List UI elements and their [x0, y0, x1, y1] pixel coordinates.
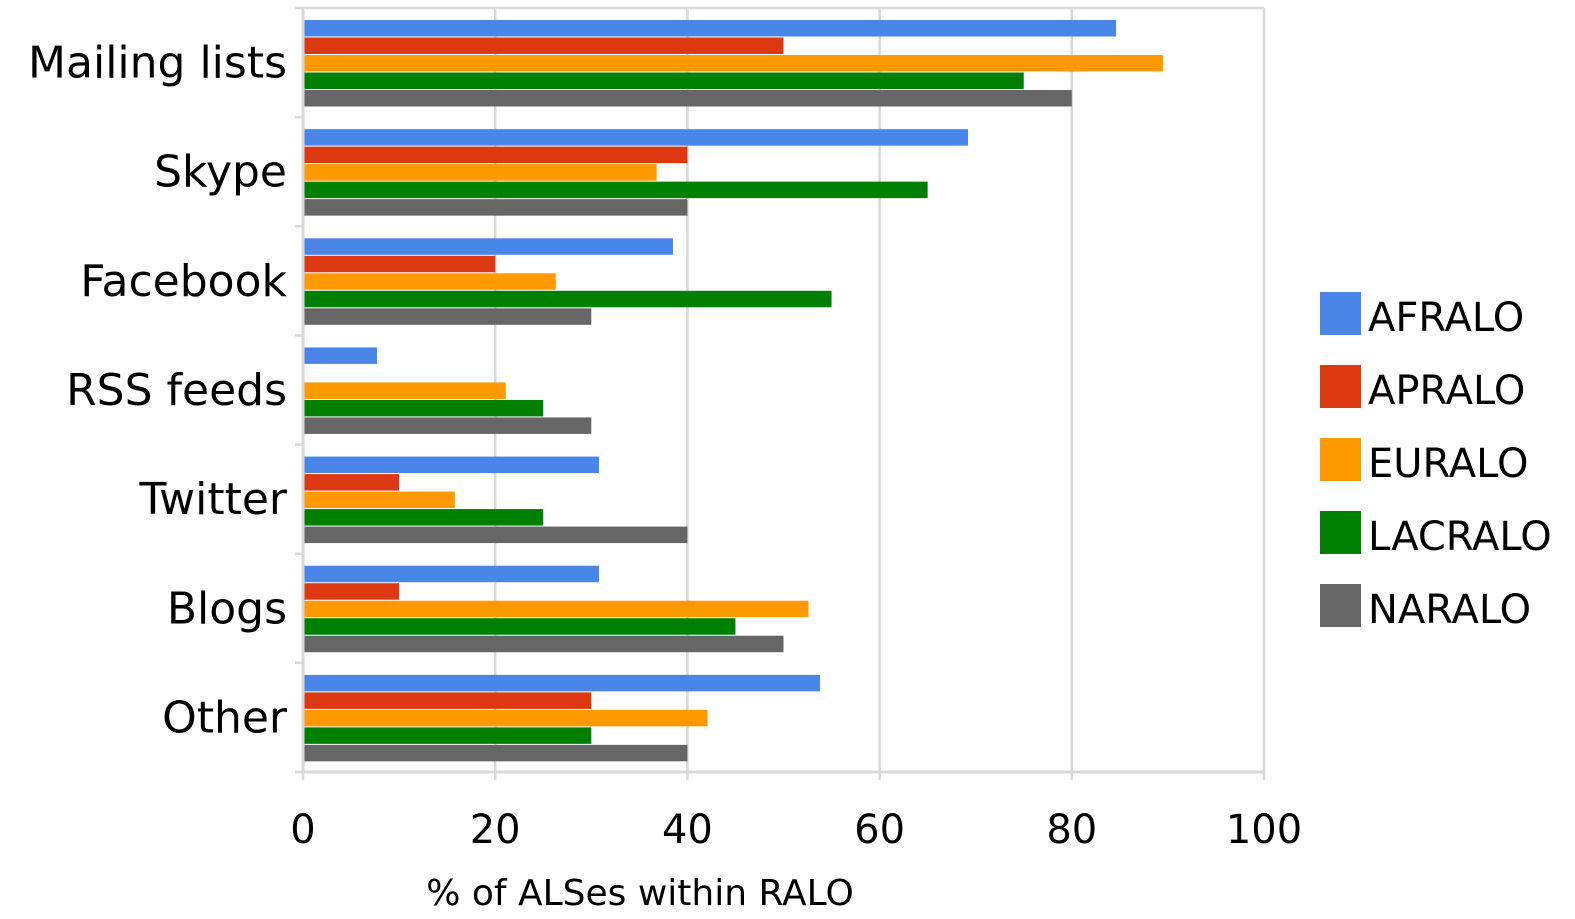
bar-apralo [303, 692, 592, 709]
legend-label-afralo: AFRALO [1368, 295, 1524, 341]
bar-afralo [303, 456, 599, 474]
legend-swatch-euralo [1320, 438, 1361, 481]
bar-lacralo [303, 727, 592, 744]
legend-swatch-lacralo [1320, 511, 1361, 554]
bar-lacralo [303, 72, 1024, 89]
bar-naralo [303, 90, 1072, 107]
bars [303, 20, 1164, 762]
category-label: Mailing lists [28, 38, 287, 89]
bar-afralo [303, 238, 673, 255]
bar-lacralo [303, 290, 832, 308]
bar-apralo [303, 37, 784, 54]
legend-label-lacralo: LACRALO [1368, 514, 1552, 560]
legend: AFRALO APRALO EURALO LACRALO NARALO [1320, 292, 1552, 633]
bar-afralo [303, 674, 821, 692]
bar-lacralo [303, 399, 544, 417]
bar-naralo [303, 635, 784, 653]
bar-lacralo [303, 181, 928, 199]
x-tick-label: 80 [1046, 807, 1097, 853]
bar-afralo [303, 347, 377, 364]
legend-label-apralo: APRALO [1368, 368, 1525, 414]
x-tick-label: 60 [854, 807, 905, 853]
category-label: Twitter [139, 474, 288, 525]
category-label: Skype [154, 147, 287, 198]
legend-label-euralo: EURALO [1368, 441, 1528, 487]
bar-lacralo [303, 618, 736, 635]
x-tick-label: 20 [470, 807, 521, 853]
x-tick-label: 40 [662, 807, 713, 853]
bar-apralo [303, 255, 496, 273]
bar-afralo [303, 565, 599, 583]
bar-afralo [303, 20, 1117, 37]
legend-swatch-apralo [1320, 365, 1361, 408]
bar-euralo [303, 164, 657, 181]
x-axis-title: % of ALSes within RALO [426, 873, 854, 914]
bar-euralo [303, 55, 1164, 72]
legend-label-naralo: NARALO [1368, 587, 1531, 633]
category-label: RSS feeds [66, 365, 287, 416]
bar-euralo [303, 382, 506, 399]
bar-apralo [303, 474, 400, 491]
bar-naralo [303, 199, 688, 216]
legend-swatch-naralo [1320, 584, 1361, 627]
bar-euralo [303, 600, 809, 618]
bar-apralo [303, 146, 688, 164]
category-label: Blogs [167, 583, 287, 634]
bar-lacralo [303, 509, 544, 526]
bar-euralo [303, 491, 455, 509]
bar-apralo [303, 583, 400, 600]
bar-euralo [303, 709, 708, 727]
category-label: Facebook [80, 256, 287, 307]
category-labels: Mailing lists Skype Facebook RSS feeds Twitt… [28, 38, 288, 744]
bar-naralo [303, 526, 688, 544]
bar-afralo [303, 129, 969, 146]
x-tick-label: 0 [290, 807, 315, 853]
bar-euralo [303, 273, 556, 290]
legend-swatch-afralo [1320, 292, 1361, 335]
bar-naralo [303, 744, 688, 762]
category-label: Other [162, 692, 288, 743]
x-tick-labels: 0 20 40 60 80 100 [290, 807, 1302, 853]
bar-naralo [303, 308, 592, 325]
axes [295, 6, 1266, 780]
x-tick-label: 100 [1226, 807, 1302, 853]
bar-naralo [303, 417, 592, 434]
